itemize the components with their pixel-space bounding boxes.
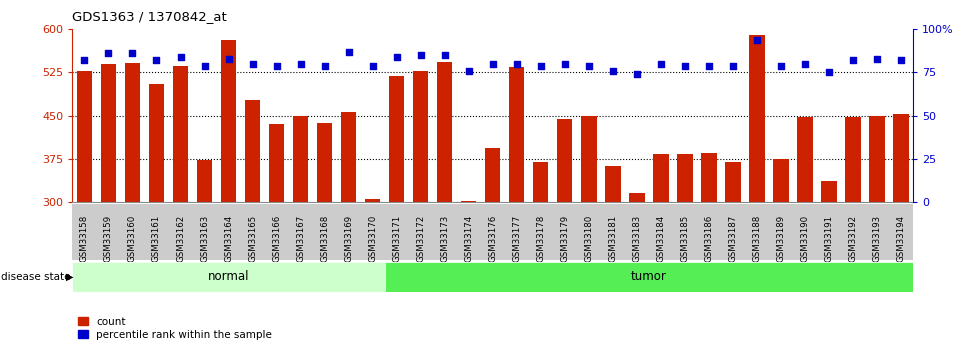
Point — [412, 52, 428, 58]
Bar — [821, 180, 837, 345]
Point — [677, 63, 693, 68]
Bar — [869, 116, 885, 345]
Point — [149, 58, 164, 63]
Bar — [317, 123, 332, 345]
Bar — [388, 76, 405, 345]
Point — [869, 56, 885, 61]
Point — [244, 61, 260, 67]
Point — [173, 54, 188, 60]
Bar — [412, 71, 429, 345]
Bar — [72, 262, 384, 292]
Text: disease state: disease state — [1, 272, 71, 282]
Bar — [125, 63, 140, 345]
Bar — [244, 100, 261, 345]
Point — [605, 68, 620, 73]
Bar — [269, 124, 284, 345]
Point — [317, 63, 332, 68]
Point — [653, 61, 668, 67]
Point — [125, 51, 140, 56]
Point — [797, 61, 812, 67]
Bar — [485, 148, 500, 345]
Point — [461, 68, 476, 73]
Point — [365, 63, 381, 68]
Point — [629, 71, 644, 77]
Bar — [701, 153, 717, 345]
Point — [221, 56, 237, 61]
Bar — [629, 193, 644, 345]
Point — [845, 58, 861, 63]
Point — [293, 61, 308, 67]
Bar — [749, 35, 765, 345]
Point — [725, 63, 741, 68]
Point — [269, 63, 284, 68]
Point — [485, 61, 500, 67]
Bar — [556, 119, 573, 345]
Point — [701, 63, 717, 68]
Bar — [581, 116, 597, 345]
Bar — [653, 154, 668, 345]
Point — [76, 58, 92, 63]
Text: GDS1363 / 1370842_at: GDS1363 / 1370842_at — [72, 10, 227, 23]
Bar — [149, 84, 164, 345]
Bar — [677, 154, 693, 345]
Bar — [384, 262, 913, 292]
Bar — [341, 111, 356, 345]
Text: ▶: ▶ — [66, 272, 73, 282]
Bar — [533, 161, 549, 345]
Text: normal: normal — [208, 270, 249, 283]
Point — [557, 61, 573, 67]
Point — [197, 63, 213, 68]
Bar — [509, 67, 525, 345]
Point — [773, 63, 788, 68]
Bar — [437, 62, 452, 345]
Bar — [461, 201, 476, 345]
Point — [894, 58, 909, 63]
Point — [581, 63, 596, 68]
Point — [533, 63, 549, 68]
Bar — [845, 117, 861, 345]
Point — [509, 61, 525, 67]
Bar — [797, 117, 812, 345]
Point — [389, 54, 405, 60]
Bar — [365, 199, 381, 345]
Text: tumor: tumor — [631, 270, 667, 283]
Legend: count, percentile rank within the sample: count, percentile rank within the sample — [77, 317, 272, 340]
Bar — [173, 66, 188, 345]
Bar — [724, 161, 741, 345]
Bar — [76, 71, 93, 345]
Point — [341, 49, 356, 55]
Bar — [293, 116, 308, 345]
Point — [821, 70, 837, 75]
Bar — [220, 40, 237, 345]
Bar — [197, 160, 213, 345]
Bar — [893, 115, 909, 345]
Bar — [773, 159, 788, 345]
Point — [100, 51, 116, 56]
Point — [437, 52, 452, 58]
Point — [749, 37, 764, 42]
Bar — [605, 166, 620, 345]
Bar — [100, 64, 116, 345]
